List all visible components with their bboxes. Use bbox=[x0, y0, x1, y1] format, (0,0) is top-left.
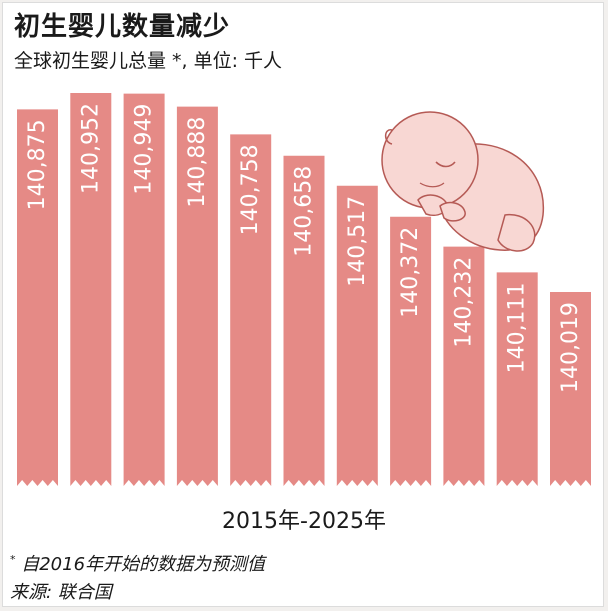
chart-subtitle: 全球初生婴儿总量 *, 单位: 千人 bbox=[14, 50, 283, 72]
bar-2024 bbox=[496, 272, 538, 486]
bar-label-2022: 140,372 bbox=[398, 227, 423, 318]
sleeping-baby-icon bbox=[381, 111, 544, 252]
bar-2021 bbox=[336, 185, 378, 486]
bar-label-2016: 140,952 bbox=[78, 103, 103, 194]
bar-2023 bbox=[443, 246, 485, 486]
bar-label-2019: 140,758 bbox=[238, 144, 263, 235]
chart-title: 初生婴儿数量减少 bbox=[14, 12, 231, 42]
bar-2019 bbox=[230, 134, 272, 487]
source-note: 来源: 联合国 bbox=[10, 582, 112, 603]
bar-label-2021: 140,517 bbox=[345, 196, 370, 287]
bar-label-2023: 140,232 bbox=[451, 257, 476, 348]
bar-label-2018: 140,888 bbox=[185, 117, 210, 208]
bar-2020 bbox=[283, 155, 325, 486]
bars-group: 140,875 140,952 140,949 140,888 140,758 140,6… bbox=[17, 93, 591, 487]
bar-2016 bbox=[70, 93, 112, 486]
bar-label-2024: 140,111 bbox=[505, 282, 530, 373]
bar-2015 bbox=[17, 109, 58, 486]
bar-label-2015: 140,875 bbox=[25, 119, 50, 210]
bar-2022 bbox=[390, 216, 432, 487]
bar-label-2017: 140,949 bbox=[132, 104, 157, 195]
bar-2017 bbox=[123, 93, 165, 486]
footnote-mark: * bbox=[10, 553, 16, 566]
footnote-text: 自2016年开始的数据为预测值 bbox=[15, 554, 266, 575]
bar-2018 bbox=[176, 106, 218, 486]
x-axis-label: 2015年-2025年 bbox=[222, 509, 386, 534]
footnote: * 自2016年开始的数据为预测值 bbox=[10, 550, 265, 576]
bar-label-2020: 140,658 bbox=[292, 166, 317, 257]
bar-label-2025: 140,019 bbox=[558, 302, 583, 393]
bar-2025 bbox=[550, 292, 591, 486]
